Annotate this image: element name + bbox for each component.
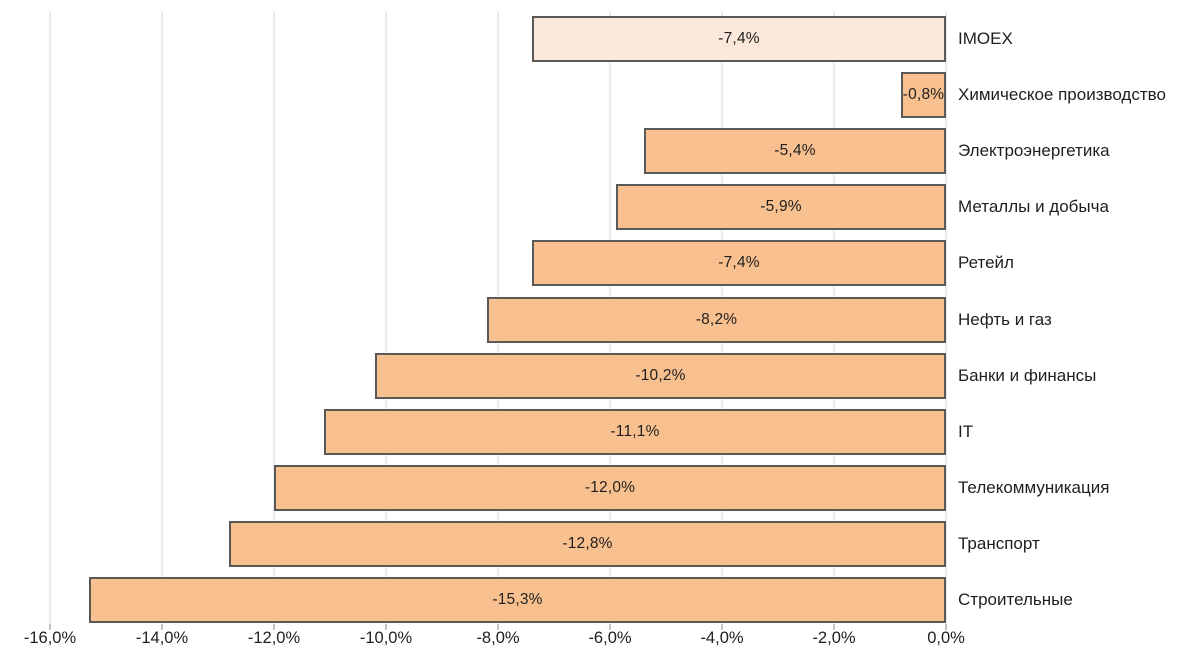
category-label: Электроэнергетика <box>958 141 1110 160</box>
bar: -12,8% <box>229 521 946 567</box>
category-label: Транспорт <box>958 534 1040 553</box>
category-label: Банки и финансы <box>958 366 1097 385</box>
axis-tick <box>161 624 163 630</box>
bar-value-label: -12,0% <box>584 479 636 496</box>
category-label: Нефть и газ <box>958 310 1052 329</box>
category-label: Металлы и добыча <box>958 197 1109 216</box>
axis-tick <box>945 624 947 630</box>
gridline <box>945 11 947 624</box>
bar-value-label: -10,2% <box>635 367 686 384</box>
gridline <box>161 11 163 624</box>
x-axis-tick-label: -4,0% <box>700 629 744 647</box>
bar: -7,4% <box>532 240 946 286</box>
category-label: Химическое производство <box>958 85 1166 104</box>
bar: -15,3% <box>89 577 946 623</box>
bar-value-label: -7,4% <box>718 254 760 271</box>
bar: -12,0% <box>274 465 946 511</box>
axis-tick <box>273 624 275 630</box>
bar-value-label: -11,1% <box>610 423 660 440</box>
x-axis-tick-label: 0,0% <box>927 629 965 647</box>
category-label: Ретейл <box>958 253 1014 272</box>
gridline <box>49 11 51 624</box>
x-axis-tick-label: -14,0% <box>135 629 189 647</box>
gridline <box>385 11 387 624</box>
x-axis-tick-label: -16,0% <box>23 629 77 647</box>
bar-value-label: -7,4% <box>718 30 760 47</box>
x-axis-tick-label: -6,0% <box>588 629 632 647</box>
bar: -11,1% <box>324 409 946 455</box>
x-axis-tick-label: -2,0% <box>812 629 856 647</box>
bar: -8,2% <box>487 297 946 343</box>
bar-value-label: -5,9% <box>760 198 802 215</box>
bar: -5,4% <box>644 128 946 174</box>
axis-tick <box>49 624 51 630</box>
axis-tick <box>609 624 611 630</box>
bar-value-label: -8,2% <box>695 311 738 328</box>
category-label: IMOEX <box>958 29 1013 48</box>
bar: -10,2% <box>375 353 946 399</box>
bar-value-label: -15,3% <box>492 591 543 608</box>
x-axis-tick-label: -12,0% <box>247 629 301 647</box>
x-axis-tick-label: -8,0% <box>476 629 520 647</box>
axis-tick <box>833 624 835 630</box>
x-axis-tick-label: -10,0% <box>359 629 413 647</box>
axis-tick <box>497 624 499 630</box>
bar: -7,4% <box>532 16 946 62</box>
bar-value-label: -12,8% <box>562 535 613 552</box>
bar-value-label: -5,4% <box>774 142 816 159</box>
gridline <box>273 11 275 624</box>
bar-value-label: -0,8% <box>902 86 945 103</box>
bar: -5,9% <box>616 184 946 230</box>
axis-tick <box>385 624 387 630</box>
bar: -0,8% <box>901 72 946 118</box>
axis-tick <box>721 624 723 630</box>
category-label: IT <box>958 422 974 441</box>
category-label: Телекоммуникация <box>958 478 1110 497</box>
category-label: Строительные <box>958 590 1073 609</box>
